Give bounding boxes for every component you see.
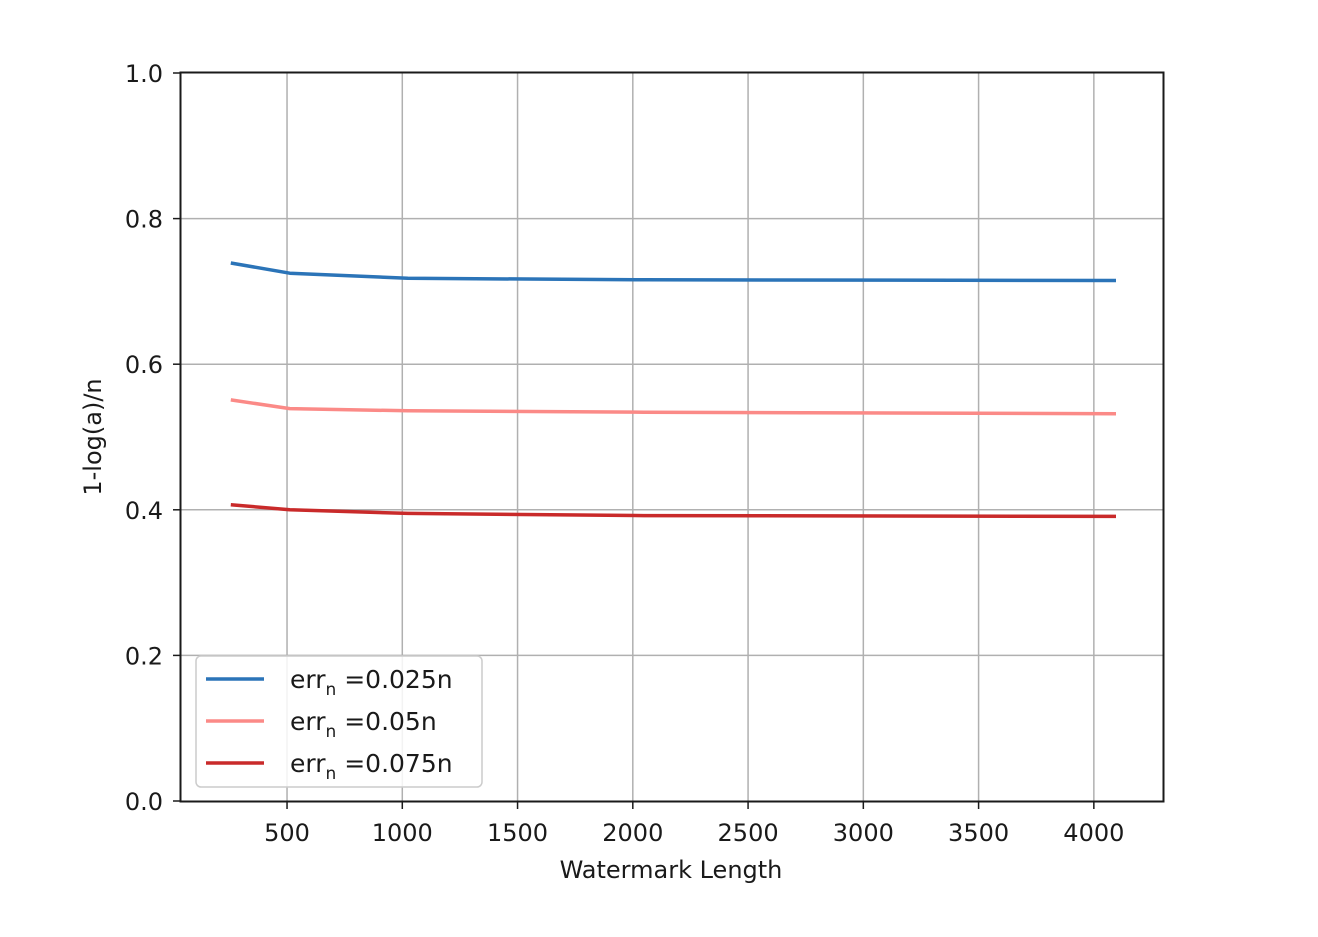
y-tick-label: 0.0	[125, 788, 163, 816]
x-tick-label: 4000	[1063, 819, 1124, 847]
y-tick-label: 0.8	[125, 206, 163, 234]
x-tick-label: 500	[264, 819, 310, 847]
legend-label-main: err	[290, 665, 326, 694]
series-line-2	[230, 398, 1117, 416]
legend-label-3: errn =0.075n	[290, 749, 453, 784]
x-tick-label: 2500	[718, 819, 779, 847]
grid-lines	[181, 73, 1163, 801]
series-line-1	[230, 261, 1117, 283]
legend-label-subscript: n	[326, 764, 337, 784]
y-axis-label: 1-log(a)/n	[79, 378, 107, 495]
y-tick-label: 0.2	[125, 642, 163, 670]
y-tick-label: 0.4	[125, 497, 163, 525]
legend-label-subscript: n	[326, 680, 337, 700]
axis-ticks: 500 1000 1500 2000 2500 3000 3500 4000 0.0 0.2 0.4…	[125, 60, 1125, 847]
plot-area-frame	[179, 71, 1165, 803]
legend-label-subscript: n	[326, 722, 337, 742]
x-axis-label: Watermark Length	[560, 856, 783, 884]
legend-label-value: =0.05n	[336, 707, 436, 736]
legend-box	[195, 655, 483, 788]
legend-label-value: =0.075n	[336, 749, 452, 778]
series-lines	[230, 261, 1117, 519]
y-tick-label: 0.6	[125, 351, 163, 379]
legend-label-value: =0.025n	[336, 665, 452, 694]
x-tick-label: 2000	[602, 819, 663, 847]
x-tick-label: 3500	[948, 819, 1009, 847]
legend-label-2: errn =0.05n	[290, 707, 437, 742]
y-tick-label: 1.0	[125, 60, 163, 88]
x-tick-label: 1500	[487, 819, 548, 847]
x-tick-label: 1000	[372, 819, 433, 847]
legend-label-1: errn =0.025n	[290, 665, 453, 700]
series-line-3	[230, 502, 1117, 519]
x-tick-label: 3000	[833, 819, 894, 847]
legend-label-main: err	[290, 749, 326, 778]
legend-label-main: err	[290, 707, 326, 736]
